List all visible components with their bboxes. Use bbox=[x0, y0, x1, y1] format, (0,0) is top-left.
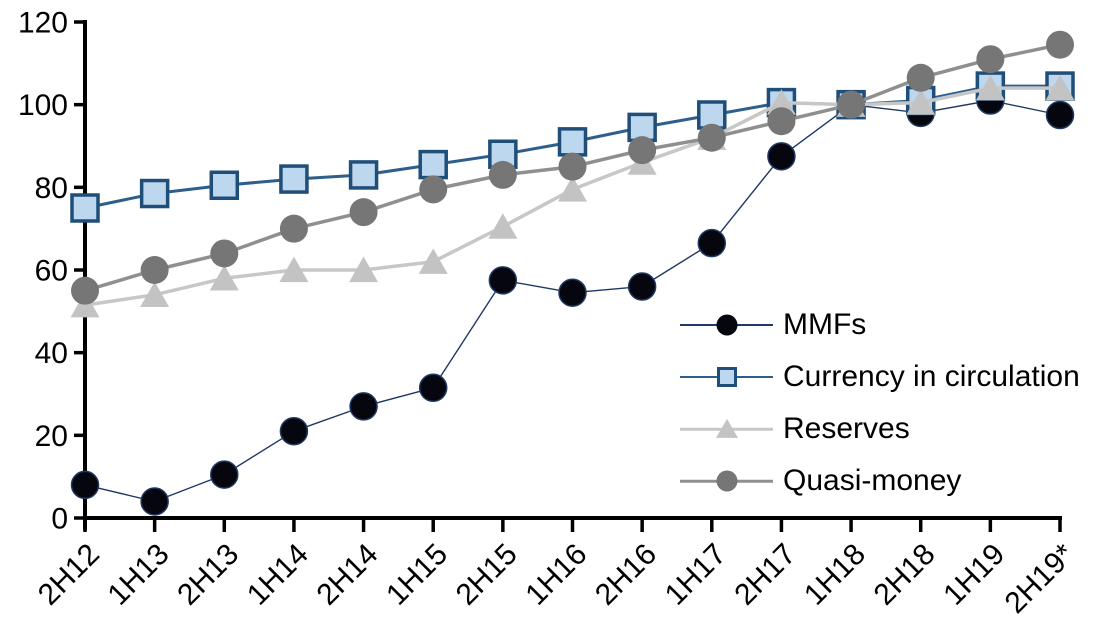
mmfs-line-sample bbox=[680, 312, 773, 338]
data-point-triangle bbox=[140, 281, 170, 307]
data-point-triangle bbox=[349, 256, 379, 283]
data-point-circle bbox=[558, 152, 587, 181]
y-tick-label: 40 bbox=[35, 337, 68, 370]
x-tick-label: 1H17 bbox=[659, 538, 733, 612]
data-point-triangle bbox=[418, 248, 448, 274]
legend-item-reserves: Reserves bbox=[680, 403, 1080, 455]
data-point-square bbox=[209, 170, 240, 201]
legend-label-quasi-money: Quasi-money bbox=[783, 464, 962, 497]
data-point-circle bbox=[558, 278, 587, 307]
x-tick-label: 2H16 bbox=[589, 538, 663, 612]
data-point-square bbox=[627, 112, 657, 143]
currency-line-sample bbox=[680, 364, 773, 390]
data-point-circle bbox=[349, 392, 378, 421]
y-tick-label: 20 bbox=[35, 420, 68, 453]
data-point-triangle bbox=[906, 89, 936, 115]
data-point-circle bbox=[906, 63, 935, 92]
legend-label-mmfs: MMFs bbox=[783, 308, 867, 341]
x-tick-label: 1H13 bbox=[102, 538, 176, 612]
legend-item-mmfs: MMFs bbox=[680, 299, 1080, 351]
mmfs-circle-icon bbox=[716, 314, 737, 336]
x-tick-label: 2H18 bbox=[868, 538, 942, 612]
data-point-circle bbox=[697, 123, 726, 152]
data-point-square bbox=[70, 193, 100, 223]
data-point-circle bbox=[1046, 30, 1074, 59]
quasi-money-circle-icon bbox=[716, 470, 737, 492]
data-point-circle bbox=[279, 214, 308, 243]
data-point-triangle bbox=[279, 256, 309, 283]
y-tick-label: 80 bbox=[35, 172, 68, 205]
x-tick-label: 1H15 bbox=[380, 538, 454, 612]
data-point-circle bbox=[697, 228, 727, 258]
reserves-line-sample bbox=[680, 416, 773, 442]
x-tick-label: 1H16 bbox=[519, 538, 593, 612]
data-point-triangle bbox=[766, 89, 796, 115]
data-point-circle bbox=[140, 256, 169, 284]
x-tick-label: 2H17 bbox=[728, 538, 802, 612]
data-point-circle bbox=[767, 107, 796, 136]
y-tick-label: 0 bbox=[51, 503, 68, 536]
data-point-triangle bbox=[1045, 74, 1075, 101]
x-tick-label: 1H19 bbox=[937, 538, 1011, 612]
legend-label-currency: Currency in circulation bbox=[783, 360, 1080, 393]
x-tick-label: 2H12 bbox=[32, 538, 106, 612]
y-tick-label: 100 bbox=[18, 89, 68, 122]
x-tick-label: 2H14 bbox=[310, 538, 384, 612]
data-point-triangle bbox=[558, 176, 587, 202]
data-point-circle bbox=[70, 470, 100, 500]
data-point-triangle bbox=[488, 213, 518, 239]
data-point-circle bbox=[488, 160, 517, 189]
legend-item-currency: Currency in circulation bbox=[680, 351, 1080, 403]
legend-label-reserves: Reserves bbox=[783, 412, 910, 445]
reserves-triangle-icon bbox=[715, 418, 738, 438]
data-point-triangle bbox=[975, 74, 1005, 101]
legend: MMFs Currency in circulation Reserves Qu… bbox=[680, 299, 1080, 507]
data-point-circle bbox=[627, 272, 657, 301]
data-point-square bbox=[139, 178, 170, 209]
data-point-square bbox=[418, 149, 448, 180]
x-tick-label: 2H19* bbox=[999, 537, 1082, 620]
data-point-circle bbox=[349, 198, 378, 227]
data-point-circle bbox=[837, 90, 866, 119]
data-point-circle bbox=[767, 142, 796, 171]
data-point-circle bbox=[418, 373, 448, 403]
data-point-circle bbox=[1045, 100, 1075, 130]
x-tick-label: 1H14 bbox=[241, 538, 315, 612]
legend-item-quasi-money: Quasi-money bbox=[680, 455, 1080, 507]
data-point-circle bbox=[210, 460, 239, 489]
data-point-circle bbox=[210, 239, 239, 268]
data-point-triangle bbox=[209, 264, 239, 291]
data-point-circle bbox=[279, 416, 309, 446]
x-tick-label: 1H18 bbox=[798, 538, 872, 612]
data-point-circle bbox=[628, 136, 657, 165]
data-point-circle bbox=[71, 276, 99, 305]
x-tick-label: 2H13 bbox=[171, 538, 245, 612]
currency-square-icon bbox=[716, 367, 737, 387]
data-point-square bbox=[279, 164, 309, 194]
data-point-circle bbox=[976, 45, 1005, 74]
y-tick-label: 120 bbox=[18, 7, 68, 40]
x-tick-label: 2H15 bbox=[450, 538, 524, 612]
quasi-money-line-sample bbox=[680, 468, 773, 494]
y-tick-label: 60 bbox=[35, 255, 68, 288]
data-point-square bbox=[348, 160, 379, 190]
data-point-circle bbox=[488, 266, 518, 295]
data-point-square bbox=[557, 127, 588, 157]
data-point-circle bbox=[140, 487, 169, 516]
data-point-circle bbox=[419, 175, 448, 204]
